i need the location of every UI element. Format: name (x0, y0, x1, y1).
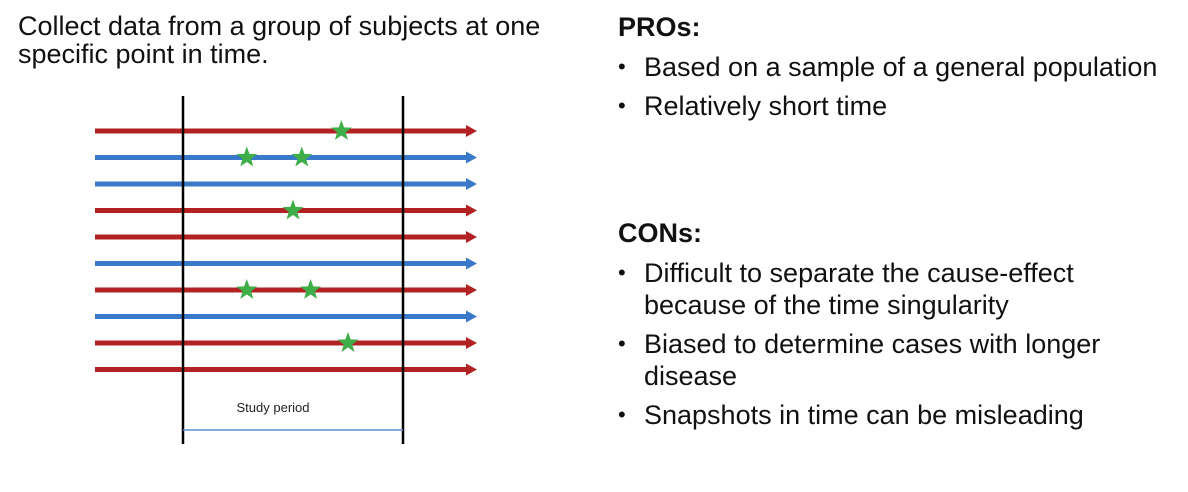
cons-item-text: Biased to determine cases with longer di… (644, 329, 1101, 391)
pros-item-text: Relatively short time (644, 91, 888, 121)
star-icon (291, 146, 313, 167)
bullet-icon: • (618, 260, 626, 285)
bullet-icon: • (618, 93, 626, 118)
arrowhead-icon (466, 310, 477, 323)
star-icon (236, 279, 258, 299)
arrowhead-icon (466, 231, 477, 243)
subject-timelines (95, 125, 477, 376)
study-period-label: Study period (237, 400, 310, 415)
arrowhead-icon (466, 337, 477, 349)
bullet-icon: • (618, 402, 626, 427)
arrowhead-icon (466, 125, 477, 137)
pros-heading: PROs: (618, 12, 701, 42)
pros-section: PROs: • Based on a sample of a general po… (618, 10, 1178, 122)
cons-list: • Difficult to separate the cause-effect … (618, 257, 1178, 431)
arrowhead-icon (466, 151, 477, 164)
cons-item-text: Difficult to separate the cause-effect b… (644, 258, 1074, 320)
arrowhead-icon (466, 284, 477, 296)
star-icon (337, 332, 359, 352)
intro-text: Collect data from a group of subjects at… (18, 11, 541, 69)
cross-sectional-study-diagram: Study period (95, 96, 477, 444)
pros-item: • Based on a sample of a general populati… (618, 51, 1178, 83)
cons-item: • Biased to determine cases with longer d… (618, 328, 1178, 392)
pros-item: • Relatively short time (618, 90, 1178, 122)
cons-section: CONs: • Difficult to separate the cause-e… (618, 216, 1178, 431)
cons-item: • Difficult to separate the cause-effect … (618, 257, 1178, 321)
bullet-icon: • (618, 54, 626, 79)
arrowhead-icon (466, 257, 477, 270)
star-icon (300, 279, 322, 299)
event-stars (236, 120, 359, 352)
arrowhead-icon (466, 363, 477, 376)
cons-item: • Snapshots in time can be misleading (618, 399, 1178, 431)
pros-item-text: Based on a sample of a general populatio… (644, 52, 1158, 82)
arrowhead-icon (466, 204, 477, 217)
star-icon (330, 120, 352, 140)
star-icon (282, 199, 304, 220)
cons-heading: CONs: (618, 218, 703, 248)
bullet-icon: • (618, 331, 626, 356)
pros-list: • Based on a sample of a general populati… (618, 51, 1178, 122)
star-icon (236, 146, 258, 167)
cons-item-text: Snapshots in time can be misleading (644, 400, 1084, 430)
arrowhead-icon (466, 178, 477, 190)
